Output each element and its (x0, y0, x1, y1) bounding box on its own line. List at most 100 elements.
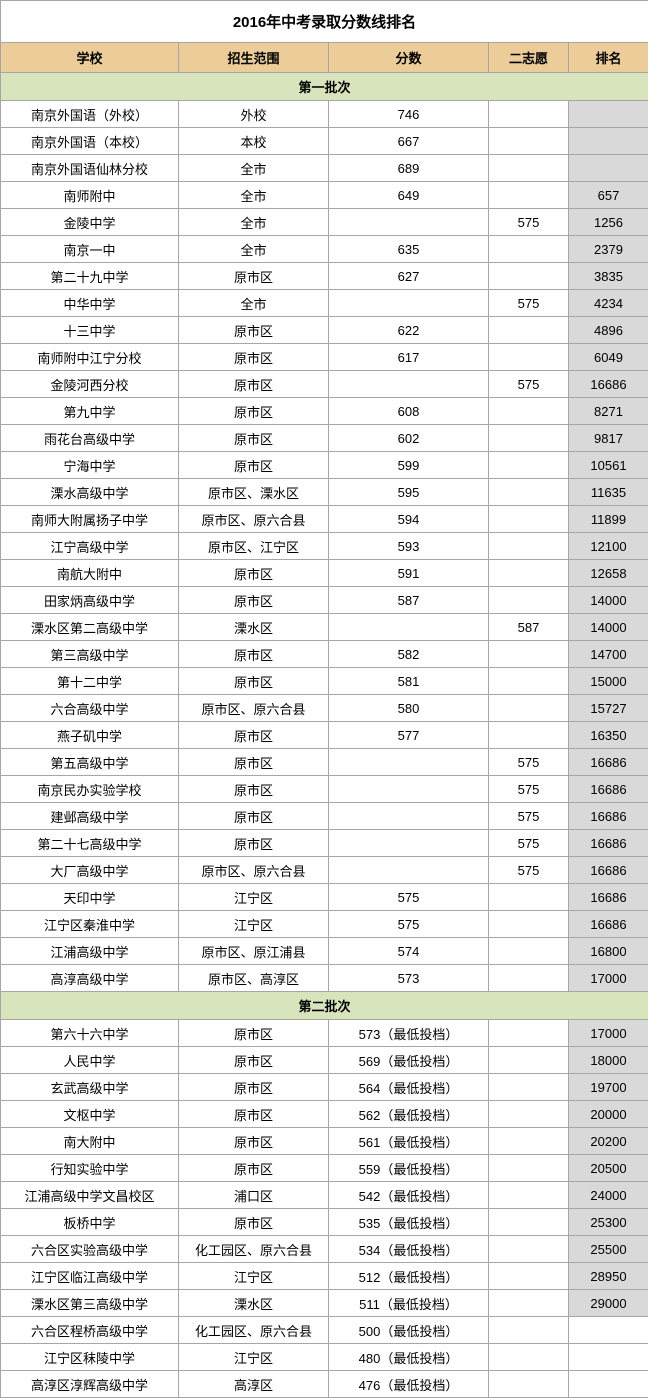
cell-school: 南京民办实验学校 (1, 776, 179, 803)
cell-area: 全市 (179, 236, 329, 263)
table-row: 六合区实验高级中学化工园区、原六合县534（最低投档）25500 (1, 1236, 648, 1263)
cell-second: 575 (489, 749, 569, 776)
cell-area: 原市区 (179, 776, 329, 803)
cell-second (489, 1290, 569, 1317)
cell-rank: 16686 (569, 776, 648, 803)
cell-score: 602 (329, 425, 489, 452)
cell-rank: 11635 (569, 479, 648, 506)
cell-score (329, 776, 489, 803)
cell-rank (569, 155, 648, 182)
table-row: 南京外国语（本校）本校667 (1, 128, 648, 155)
cell-area: 原市区 (179, 830, 329, 857)
cell-second (489, 695, 569, 722)
cell-school: 溧水区第二高级中学 (1, 614, 179, 641)
cell-area: 江宁区 (179, 884, 329, 911)
cell-school: 江宁高级中学 (1, 533, 179, 560)
cell-second (489, 668, 569, 695)
cell-second: 575 (489, 776, 569, 803)
cell-school: 第二十七高级中学 (1, 830, 179, 857)
table-row: 南师附中全市649657 (1, 182, 648, 209)
cell-school: 南京一中 (1, 236, 179, 263)
cell-area: 外校 (179, 101, 329, 128)
cell-area: 江宁区 (179, 911, 329, 938)
cell-school: 南师附中江宁分校 (1, 344, 179, 371)
cell-score: 582 (329, 641, 489, 668)
cell-school: 第五高级中学 (1, 749, 179, 776)
cell-area: 江宁区 (179, 1344, 329, 1371)
cell-score: 569（最低投档） (329, 1047, 489, 1074)
cell-score (329, 371, 489, 398)
cell-rank: 2379 (569, 236, 648, 263)
cell-score: 622 (329, 317, 489, 344)
cell-area: 原市区 (179, 263, 329, 290)
cell-school: 南京外国语（外校） (1, 101, 179, 128)
cell-rank: 16800 (569, 938, 648, 965)
table-title: 2016年中考录取分数线排名 (1, 1, 648, 43)
cell-score: 635 (329, 236, 489, 263)
cell-school: 江浦高级中学文昌校区 (1, 1182, 179, 1209)
table-row: 江宁高级中学原市区、江宁区59312100 (1, 533, 648, 560)
cell-second (489, 317, 569, 344)
cell-second (489, 263, 569, 290)
cell-rank: 15000 (569, 668, 648, 695)
cell-rank: 8271 (569, 398, 648, 425)
cell-school: 南师大附属扬子中学 (1, 506, 179, 533)
cell-area: 原市区 (179, 668, 329, 695)
cell-second (489, 1263, 569, 1290)
cell-school: 金陵中学 (1, 209, 179, 236)
cell-rank: 3835 (569, 263, 648, 290)
cell-score: 649 (329, 182, 489, 209)
cell-second: 575 (489, 803, 569, 830)
cell-score: 511（最低投档） (329, 1290, 489, 1317)
cell-school: 中华中学 (1, 290, 179, 317)
cell-second: 575 (489, 290, 569, 317)
cell-school: 田家炳高级中学 (1, 587, 179, 614)
table-row: 溧水高级中学原市区、溧水区59511635 (1, 479, 648, 506)
cell-score: 476（最低投档） (329, 1371, 489, 1398)
cell-rank: 4234 (569, 290, 648, 317)
cell-score: 591 (329, 560, 489, 587)
table-row: 第二十七高级中学原市区57516686 (1, 830, 648, 857)
cell-rank: 20500 (569, 1155, 648, 1182)
cell-score (329, 803, 489, 830)
cell-score: 573 (329, 965, 489, 992)
cell-school: 板桥中学 (1, 1209, 179, 1236)
cell-score: 595 (329, 479, 489, 506)
cell-area: 原市区、原六合县 (179, 506, 329, 533)
cell-school: 溧水高级中学 (1, 479, 179, 506)
table-row: 第九中学原市区6088271 (1, 398, 648, 425)
cell-school: 六合区实验高级中学 (1, 1236, 179, 1263)
cell-school: 南大附中 (1, 1128, 179, 1155)
cell-score: 587 (329, 587, 489, 614)
cell-score: 608 (329, 398, 489, 425)
cell-rank: 25500 (569, 1236, 648, 1263)
table-row: 南京外国语（外校）外校746 (1, 101, 648, 128)
cell-score: 617 (329, 344, 489, 371)
cell-rank: 17000 (569, 1020, 648, 1047)
cell-school: 文枢中学 (1, 1101, 179, 1128)
score-ranking-table: 2016年中考录取分数线排名学校招生范围分数二志愿排名第一批次南京外国语（外校）… (0, 0, 648, 1398)
col-header-1: 招生范围 (179, 43, 329, 73)
cell-second (489, 1074, 569, 1101)
cell-school: 大厂高级中学 (1, 857, 179, 884)
cell-second (489, 938, 569, 965)
cell-rank (569, 1317, 648, 1344)
cell-school: 第二十九中学 (1, 263, 179, 290)
table-row: 南大附中原市区561（最低投档）20200 (1, 1128, 648, 1155)
cell-area: 全市 (179, 182, 329, 209)
table-row: 行知实验中学原市区559（最低投档）20500 (1, 1155, 648, 1182)
cell-rank: 9817 (569, 425, 648, 452)
cell-school: 建邺高级中学 (1, 803, 179, 830)
cell-area: 原市区、江宁区 (179, 533, 329, 560)
cell-second (489, 1371, 569, 1398)
cell-score (329, 209, 489, 236)
cell-score: 573（最低投档） (329, 1020, 489, 1047)
cell-score (329, 749, 489, 776)
batch-label: 第一批次 (1, 73, 648, 101)
cell-score: 512（最低投档） (329, 1263, 489, 1290)
table-row: 文枢中学原市区562（最低投档）20000 (1, 1101, 648, 1128)
cell-score: 574 (329, 938, 489, 965)
cell-area: 原市区 (179, 722, 329, 749)
table-row: 南京民办实验学校原市区 57516686 (1, 776, 648, 803)
cell-score: 562（最低投档） (329, 1101, 489, 1128)
